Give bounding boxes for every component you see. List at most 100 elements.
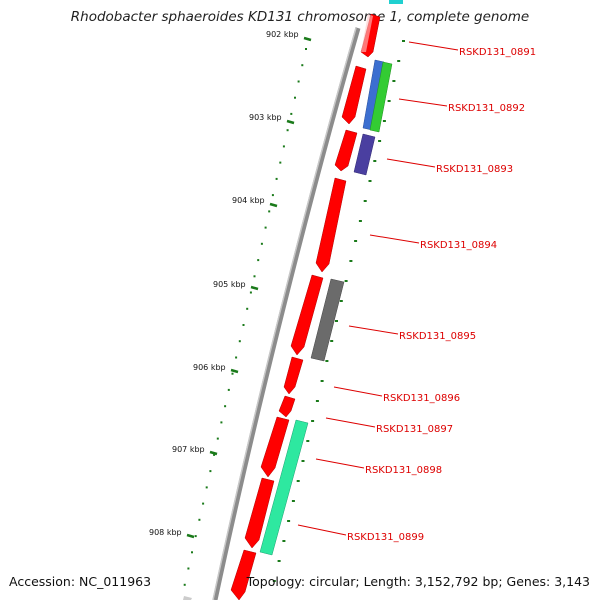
leader-line bbox=[333, 386, 383, 397]
scale-dot bbox=[198, 518, 201, 521]
scale-dot bbox=[287, 520, 291, 522]
leader-line bbox=[408, 41, 459, 51]
gene-arrow[interactable] bbox=[290, 274, 324, 356]
gene-label[interactable]: RSKD131_0896 bbox=[383, 393, 460, 404]
tick-label: 903 kbp bbox=[249, 113, 282, 122]
chromosome-backbone-highlight bbox=[212, 27, 357, 600]
gene-label[interactable]: RSKD131_0899 bbox=[347, 532, 424, 543]
feature-box-purple[interactable] bbox=[353, 133, 376, 176]
scale-dot bbox=[194, 535, 197, 538]
scale-dot bbox=[402, 40, 405, 42]
scale-dot bbox=[320, 380, 324, 382]
scale-dot bbox=[246, 307, 249, 310]
leader-line bbox=[325, 417, 376, 428]
feature-box-white bbox=[183, 596, 192, 600]
scale-dot bbox=[227, 388, 230, 391]
scale-dot bbox=[277, 560, 281, 562]
feature-box-gray[interactable] bbox=[310, 278, 345, 362]
gene-label[interactable]: RSKD131_0898 bbox=[365, 465, 442, 476]
scale-dot bbox=[264, 226, 267, 229]
leader-line bbox=[369, 234, 420, 244]
scale-dot bbox=[358, 220, 362, 222]
tick-mark bbox=[209, 450, 218, 456]
gene-arrow[interactable] bbox=[244, 477, 275, 549]
scale-dot bbox=[315, 400, 319, 402]
feature-track bbox=[183, 0, 403, 600]
inner-dots bbox=[272, 40, 405, 582]
scale-dot bbox=[257, 259, 260, 262]
scale-dot bbox=[213, 453, 216, 456]
tick-label: 904 kbp bbox=[232, 196, 265, 205]
scale-dot bbox=[325, 360, 329, 362]
scale-dot bbox=[282, 540, 286, 542]
scale-dot bbox=[271, 194, 274, 197]
tick-mark bbox=[286, 119, 295, 125]
gene-arrow[interactable] bbox=[278, 395, 296, 418]
tick-label: 907 kbp bbox=[172, 445, 205, 454]
gene-arrow[interactable] bbox=[315, 177, 347, 273]
scale-dot bbox=[349, 260, 353, 262]
scale-dot bbox=[260, 242, 263, 245]
scale-dot bbox=[224, 405, 227, 408]
scale-dots bbox=[183, 48, 307, 586]
scale-dot bbox=[344, 280, 348, 282]
scale-dot bbox=[306, 440, 310, 442]
scale-dot bbox=[242, 324, 245, 326]
scale-dot bbox=[238, 340, 241, 343]
scale-dot bbox=[191, 551, 193, 554]
gene-arrow[interactable] bbox=[283, 356, 304, 395]
scale-dot bbox=[330, 340, 334, 342]
topology-text: Topology: circular; Length: 3,152,792 bp… bbox=[246, 574, 590, 589]
scale-dot bbox=[294, 96, 296, 99]
scale-dot bbox=[296, 480, 300, 482]
gene-label[interactable]: RSKD131_0894 bbox=[420, 240, 497, 251]
scale-dot bbox=[282, 145, 285, 148]
scale-dot bbox=[187, 567, 190, 570]
gene-arrow[interactable] bbox=[230, 549, 257, 600]
scale-dot bbox=[392, 80, 396, 82]
gene-arrow[interactable] bbox=[260, 416, 290, 478]
cds-track bbox=[230, 13, 381, 600]
scale-dot bbox=[220, 421, 223, 424]
tick-label: 908 kbp bbox=[149, 528, 182, 537]
scale-dot bbox=[216, 437, 219, 440]
feature-box-teal[interactable] bbox=[259, 419, 309, 556]
feature-box-green[interactable] bbox=[369, 61, 393, 133]
gene-label[interactable]: RSKD131_0893 bbox=[436, 164, 513, 175]
gene-label[interactable]: RSKD131_0892 bbox=[448, 103, 525, 114]
gene-arrow[interactable] bbox=[334, 129, 358, 172]
gene-arrow[interactable] bbox=[361, 14, 373, 52]
gene-label[interactable]: RSKD131_0895 bbox=[399, 331, 476, 342]
gene-arrow[interactable] bbox=[341, 65, 367, 125]
leader-line bbox=[315, 458, 365, 469]
scale-dot bbox=[311, 420, 315, 422]
scale-dot bbox=[301, 64, 304, 67]
scale-dot bbox=[339, 300, 343, 302]
scale-dot bbox=[373, 160, 377, 162]
scale-dot bbox=[279, 161, 282, 164]
gene-label[interactable]: RSKD131_0897 bbox=[376, 424, 453, 435]
tick-label: 906 kbp bbox=[193, 363, 226, 372]
scale-dot bbox=[297, 80, 300, 83]
scale-dot bbox=[305, 48, 307, 50]
scale-ticks: 902 kbp 903 kbp 904 kbp 905 kbp 906 kbp … bbox=[149, 30, 312, 539]
gene-label[interactable]: RSKD131_0891 bbox=[459, 47, 536, 58]
scale-dot bbox=[368, 180, 372, 182]
scale-dot bbox=[301, 460, 305, 462]
scale-dot bbox=[249, 291, 252, 294]
accession-text: Accession: NC_011963 bbox=[9, 574, 152, 589]
scale-dot bbox=[253, 275, 256, 278]
scale-dot bbox=[183, 583, 186, 586]
tick-label: 902 kbp bbox=[266, 30, 299, 39]
scale-dot bbox=[209, 470, 212, 473]
scale-dot bbox=[291, 500, 295, 502]
gene-labels: RSKD131_0891 RSKD131_0892 RSKD131_0893 R… bbox=[347, 47, 536, 543]
feature-box-cyan[interactable] bbox=[389, 0, 403, 4]
leader-line bbox=[398, 98, 448, 107]
leader-line bbox=[386, 158, 436, 168]
tick-label: 905 kbp bbox=[213, 280, 246, 289]
scale-dot bbox=[382, 120, 386, 122]
scale-dot bbox=[378, 140, 382, 142]
tick-mark bbox=[303, 36, 312, 42]
scale-dot bbox=[205, 486, 208, 489]
